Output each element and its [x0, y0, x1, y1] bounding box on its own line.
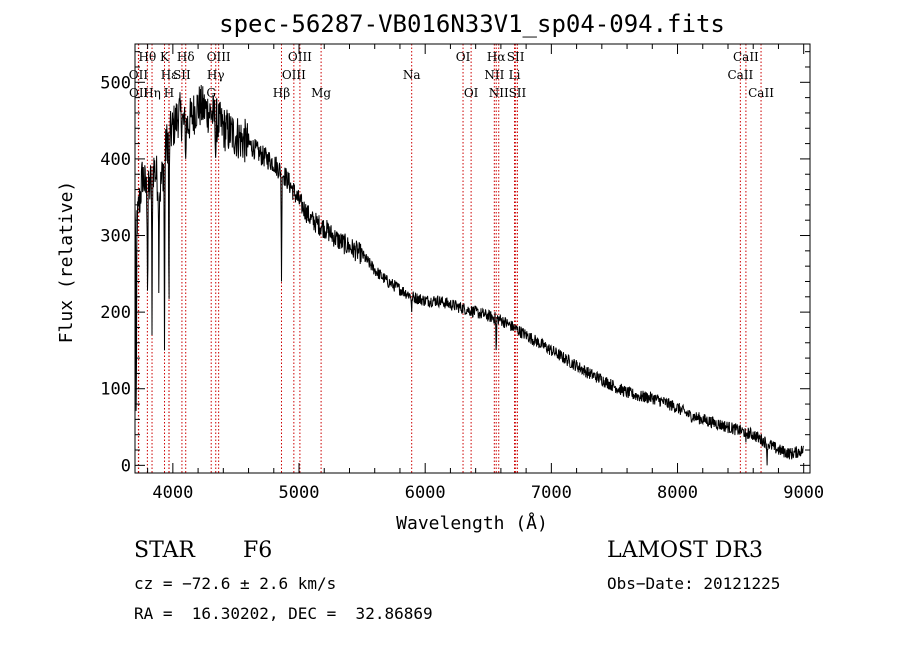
spectral-line-label: NII [489, 86, 509, 100]
plot-frame [134, 43, 811, 474]
spectral-line-label: OI [464, 86, 479, 100]
spectral-line-label: OIII [282, 68, 306, 82]
y-axis-ticks: 0 100 200 300 400 500 [100, 51, 810, 476]
coordinates: RA = 16.30202, DEC = 32.86869 [134, 604, 433, 623]
x-tick-label: 7000 [531, 483, 572, 503]
spectral-line-label: SII [507, 50, 525, 64]
x-tick-label: 4000 [152, 483, 193, 503]
spectral-line-label: OIII [288, 50, 312, 64]
x-tick-label: 8000 [657, 483, 698, 503]
spectral-line-label: Hγ [207, 68, 225, 82]
spectral-line-label: NII [484, 68, 504, 82]
spectral-line-label: K [160, 50, 170, 64]
spectral-line-label: Mg [311, 86, 331, 100]
spectral-line-label: CaII [727, 68, 753, 82]
spectral-line-label: Hβ [273, 86, 290, 100]
y-tick-label: 0 [121, 456, 131, 476]
spectral-line-label: CaII [748, 86, 774, 100]
y-tick-label: 200 [100, 303, 131, 323]
x-tick-label: 9000 [783, 483, 824, 503]
x-tick-label: 5000 [279, 483, 320, 503]
object-subclass: F6 [243, 538, 273, 563]
spectral-line-label: CaII [733, 50, 759, 64]
spectrum-line [134, 84, 804, 466]
spectral-line-label: Hε [161, 68, 178, 82]
x-axis-label: Wavelength (Å) [396, 512, 548, 534]
x-axis-ticks: 4000 5000 6000 7000 8000 9000 [147, 44, 824, 503]
spectral-line-label: Hδ [177, 50, 195, 64]
y-axis-label: Flux (relative) [56, 181, 77, 344]
survey-name: LAMOST DR3 [607, 538, 763, 563]
spectral-line-label: H [164, 86, 174, 100]
spectral-line-label: OIII [207, 50, 231, 64]
spectral-line-label: Na [403, 68, 421, 82]
y-tick-label: 400 [100, 150, 131, 170]
spectral-line-label: Hη [143, 86, 161, 100]
chart-title: spec-56287-VB016N33V1_sp04-094.fits [219, 10, 725, 38]
y-tick-label: 300 [100, 227, 131, 247]
spectral-line-label: Li [509, 68, 521, 82]
observation-date: Obs−Date: 20121225 [607, 574, 781, 593]
object-class: STAR [134, 538, 195, 563]
spectral-line-label: OII [129, 86, 149, 100]
spectral-line-label: G [206, 86, 216, 100]
spectral-line-label: Hθ [139, 50, 157, 64]
spectral-line-label: Hα [487, 50, 506, 64]
redshift-cz: cz = −72.6 ± 2.6 km/s [134, 574, 337, 593]
spectral-line-label: OI [456, 50, 471, 64]
spectral-line-label: OII [129, 68, 149, 82]
y-tick-label: 500 [100, 73, 131, 93]
x-tick-label: 6000 [405, 483, 446, 503]
y-tick-label: 100 [100, 380, 131, 400]
spectral-line-label: SII [173, 68, 191, 82]
spectral-line-label: SII [509, 86, 527, 100]
spectral-line-markers [137, 44, 762, 473]
